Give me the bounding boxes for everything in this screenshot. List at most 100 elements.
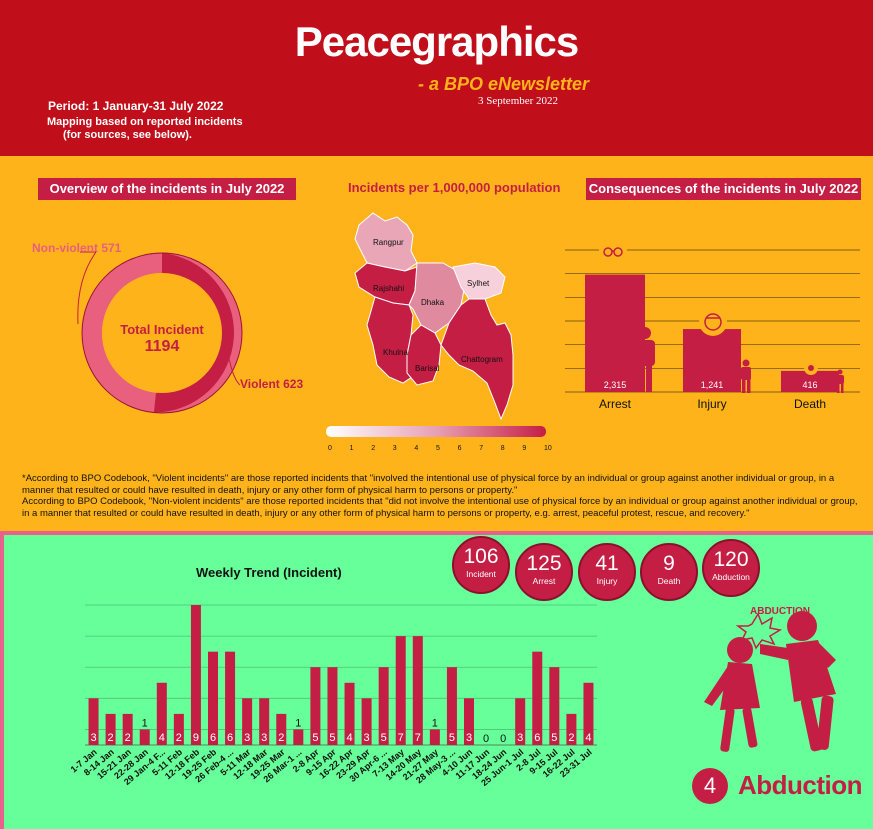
weekly-bar (310, 667, 321, 745)
stat-value-injury: 41 (595, 552, 619, 575)
stat-label-death: Death (657, 576, 681, 586)
consequences-banner: Consequences of the incidents in July 20… (586, 178, 861, 200)
weekly-bar (378, 667, 389, 745)
stat-circle-injury: 41 Injury (578, 543, 636, 601)
stat-label-arrest: Arrest (532, 576, 556, 586)
weekly-value-label: 6 (210, 732, 216, 744)
map-label-barisal: Barisal (415, 364, 440, 373)
weekly-value-label: 2 (176, 732, 182, 744)
weekly-bar (105, 713, 116, 745)
weekly-value-label: 2 (278, 732, 284, 744)
conseq-value-label: 1,241 (701, 380, 724, 390)
mapping-text: Mapping based on reported incidents (47, 116, 243, 128)
weekly-bar (566, 713, 577, 745)
weekly-bar (259, 698, 270, 745)
bandaged-head-icon (699, 308, 727, 336)
weekly-value-label: 2 (108, 732, 114, 744)
weekly-bar (88, 698, 99, 745)
weekly-value-label: 9 (193, 732, 199, 744)
weekly-bar (122, 713, 133, 745)
stat-circle-abduction: 120 Abduction (702, 539, 760, 597)
person-icon-death (836, 369, 844, 393)
weekly-bar (446, 667, 457, 745)
map-region-rangpur (354, 212, 418, 272)
scale-label: 10 (544, 445, 552, 452)
map-color-scale: 0 1 2 3 4 5 6 7 8 9 10 (326, 426, 552, 452)
weekly-bar (361, 698, 372, 745)
weekly-value-label: 6 (534, 732, 540, 744)
weekly-bar (583, 682, 594, 745)
stat-label-abduction: Abduction (712, 572, 750, 582)
weekly-value-label: 2 (125, 732, 131, 744)
weekly-value-label: 1 (432, 717, 438, 729)
weekly-value-label: 4 (159, 732, 165, 744)
weekly-value-label: 5 (381, 732, 387, 744)
stat-value-death: 9 (663, 552, 675, 575)
weekly-bar (344, 682, 355, 745)
weekly-bar (293, 729, 304, 745)
definitions-note: *According to BPO Codebook, "Violent inc… (22, 473, 867, 519)
weekly-bar (549, 667, 560, 745)
handcuffs-icon (599, 236, 627, 264)
weekly-value-label: 0 (483, 733, 489, 745)
weekly-value-label: 7 (415, 732, 421, 744)
map-label-dhaka: Dhaka (421, 298, 445, 307)
weekly-bar (190, 605, 201, 745)
total-incident-value: 1194 (144, 338, 180, 355)
weekly-bar (139, 729, 150, 745)
map-label-khulna: Khulna (383, 348, 408, 357)
weekly-bar (429, 729, 440, 745)
weekly-value-label: 0 (500, 733, 506, 745)
weekly-value-label: 2 (568, 732, 574, 744)
weekly-value-label: 7 (398, 732, 404, 744)
nonviolent-definition: According to BPO Codebook, "Non-violent … (22, 496, 858, 519)
map-label-rajshahi: Rajshahi (373, 284, 404, 293)
issue-date: 3 September 2022 (478, 95, 559, 107)
nonviolent-label: Non-violent 571 (32, 241, 122, 255)
weekly-value-label: 3 (90, 732, 96, 744)
scale-label: 0 (328, 445, 332, 452)
weekly-value-label: 6 (227, 732, 233, 744)
weekly-value-label: 3 (364, 732, 370, 744)
overview-banner: Overview of the incidents in July 2022 (38, 178, 296, 200)
weekly-value-label: 5 (329, 732, 335, 744)
scale-label: 2 (371, 445, 375, 452)
weekly-bar (173, 713, 184, 745)
consequences-chart: 2,315 1,241 416 Arrest Injury Death (565, 236, 860, 411)
weekly-bar (242, 698, 253, 745)
map-region-chattogram (440, 298, 514, 421)
color-scale-bar (326, 426, 546, 437)
weekly-value-label: 5 (449, 732, 455, 744)
newsletter-title: Peacegraphics (294, 18, 580, 65)
conseq-bar (781, 370, 839, 392)
weekly-value-label: 3 (261, 732, 267, 744)
weekly-bar (327, 667, 338, 745)
conseq-category-label: Death (794, 397, 826, 411)
total-incident-label: Total Incident (120, 322, 204, 337)
conseq-bar (585, 274, 645, 392)
map-title: Incidents per 1,000,000 population (348, 180, 561, 195)
weekly-value-label: 3 (466, 732, 472, 744)
skull-icon (804, 361, 818, 375)
weekly-value-label: 4 (346, 732, 352, 744)
stat-circle-incident: 106 Incident (452, 536, 510, 594)
person-icon-arrest (635, 327, 655, 392)
scale-label: 7 (479, 445, 483, 452)
weekly-bar (395, 636, 406, 745)
weekly-value-label: 1 (295, 717, 301, 729)
weekly-bar (276, 713, 287, 745)
bangladesh-map: Rangpur Rajshahi Dhaka Sylhet Khulna Bar… (354, 212, 514, 421)
conseq-bar (683, 329, 741, 392)
abduction-burst-text: ABDUCTION (750, 606, 810, 617)
weekly-value-label: 3 (517, 732, 523, 744)
weekly-trend-chart: 3 2 214 2 9 6 6 3 3 215 5 4 3 5 7 715 3 0 0 3 6 5 2 4 1-7 Jan8-… (69, 604, 597, 788)
abduction-label: Abduction (738, 770, 863, 800)
weekly-value-label: 3 (244, 732, 250, 744)
scale-label: 9 (522, 445, 526, 452)
violent-definition: *According to BPO Codebook, "Violent inc… (22, 473, 835, 496)
weekly-value-label: 4 (585, 732, 591, 744)
stat-value-arrest: 125 (526, 552, 562, 575)
weekly-bar (412, 636, 423, 745)
mapping-sources-text: (for sources, see below). (63, 129, 192, 141)
map-region-barisal (406, 324, 442, 386)
